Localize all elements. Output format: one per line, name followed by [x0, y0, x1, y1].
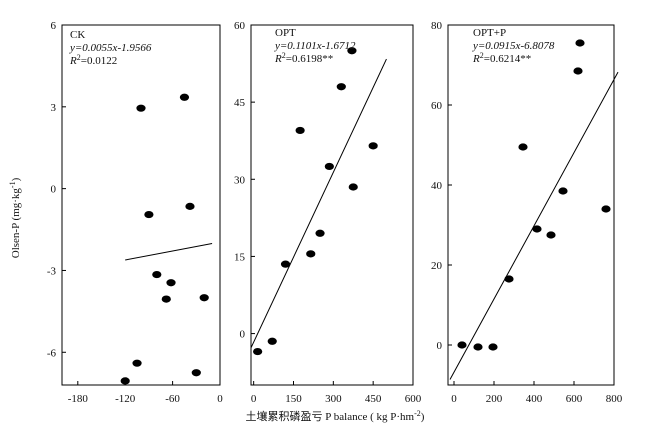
x-axis-title: 土壤累积磷盈亏 P balance ( kg P·hm-2): [246, 409, 425, 424]
panel-ck-fit-line: [125, 243, 213, 261]
panel-ck-xtick-label-3: 0: [217, 393, 223, 405]
panel-opt-xtick-label-2: 300: [325, 393, 342, 405]
panel-opt-p-point-6: [546, 231, 556, 239]
panel-opt-p-ytick-label-3: 60: [431, 100, 443, 112]
panel-opt-p-point-2: [488, 343, 498, 351]
panel-ck-point-7: [199, 294, 209, 302]
panel-opt-point-7: [336, 83, 346, 91]
panel-opt-p-points: [457, 39, 611, 351]
panel-opt-p-point-1: [473, 343, 483, 351]
panel-ck-frame: [61, 24, 221, 386]
panel-ck-point-3: [144, 210, 154, 219]
panel-opt-point-0: [253, 347, 263, 356]
panel-opt-point-3: [306, 250, 316, 258]
panel-opt-p: 0 200 400 600 800 0 20 40 60 80 OPT+P y=0.0915x-6…: [431, 20, 623, 405]
panel-opt-p-frame: [447, 24, 615, 386]
panel-opt-ytick-label-1: 15: [234, 251, 246, 263]
panel-opt-p-point-4: [518, 143, 528, 151]
panel-opt-point-9: [347, 47, 357, 55]
panel-opt-point-2: [280, 260, 291, 268]
panel-opt-p-xtick-label-3: 600: [566, 393, 583, 405]
panel-ck-ticks: -180 -120 -60 0 -6 -3 0 3 6: [47, 20, 223, 405]
panel-opt-point-6: [295, 126, 305, 135]
panel-opt-p-ytick-label-2: 40: [431, 180, 443, 192]
panel-opt-p-point-3: [504, 275, 514, 283]
panel-opt-p-point-5: [532, 225, 542, 233]
panel-opt-p-xtick-label-2: 400: [526, 393, 543, 405]
panel-ck-ytick-label-1: -3: [47, 265, 57, 277]
panel-opt-p-ytick-label-0: 0: [437, 340, 443, 352]
panel-ck-point-4: [152, 270, 162, 279]
panel-opt-fit-line: [250, 58, 387, 349]
panel-opt-frame: [250, 24, 414, 386]
panel-opt-point-5: [324, 162, 334, 171]
panel-opt-p-fit-line: [449, 71, 619, 380]
panel-opt-label: OPT: [275, 27, 296, 39]
panel-opt-p-ytick-label-1: 20: [431, 260, 443, 272]
panel-ck-ytick-label-3: 3: [51, 102, 57, 114]
panel-opt-ticks: 0 150 300 450 600 0 15 30 45 60: [234, 20, 422, 405]
panel-opt-ytick-label-4: 60: [234, 20, 246, 32]
panel-ck-point-6: [161, 295, 171, 303]
panel-opt-p-xtick-label-0: 0: [451, 393, 457, 405]
panel-opt-xtick-label-4: 600: [405, 393, 422, 405]
panel-opt-p-label: OPT+P: [473, 27, 506, 39]
panel-opt-p-r2: R2=0.6214**: [472, 51, 531, 66]
panel-opt-points: [253, 47, 378, 356]
panel-opt-xtick-label-1: 150: [285, 393, 302, 405]
panel-ck-point-0: [136, 104, 146, 112]
panel-opt-ytick-label-2: 30: [234, 174, 246, 186]
panel-opt-p-point-9: [575, 39, 585, 47]
panel-opt-p-point-10: [601, 205, 611, 213]
panel-ck-ytick-label-0: -6: [47, 347, 57, 359]
panel-opt-p-point-7: [558, 187, 568, 195]
panel-ck-point-8: [132, 359, 142, 367]
panel-ck-point-1: [179, 93, 190, 101]
panel-ck-points: [120, 93, 209, 385]
panel-opt-ytick-label-3: 45: [234, 97, 246, 109]
panel-ck-equation: y=0.0055x-1.9566: [69, 42, 152, 54]
y-axis-title: Olsen-P (mg·kg-1): [8, 177, 23, 258]
panel-ck-ytick-label-2: 0: [51, 184, 57, 196]
panel-ck-point-10: [191, 369, 201, 377]
panel-opt-p-point-0: [457, 341, 467, 349]
panel-opt-p-xtick-label-4: 800: [606, 393, 623, 405]
panel-ck-r2: R2=0.0122: [69, 53, 117, 68]
panel-ck-point-9: [120, 377, 130, 385]
panel-opt-point-4: [315, 229, 325, 237]
panel-opt-point-1: [267, 337, 277, 345]
panel-opt: 0 150 300 450 600 0 15 30 45 60 OPT y=0.1101x-1.6…: [234, 20, 422, 405]
panel-ck-point-5: [166, 279, 176, 287]
panel-ck-label: CK: [70, 29, 85, 41]
panel-opt-p-xtick-label-1: 200: [486, 393, 503, 405]
panel-ck-point-2: [185, 202, 195, 210]
panel-opt-ytick-label-0: 0: [240, 329, 246, 341]
panel-opt-r2: R2=0.6198**: [274, 51, 333, 66]
panel-ck-xtick-label-0: -180: [68, 393, 89, 405]
panel-opt-equation: y=0.1101x-1.6712: [274, 40, 356, 52]
panel-ck-ytick-label-4: 6: [51, 20, 57, 32]
panel-opt-point-8: [348, 183, 358, 191]
panel-opt-xtick-label-0: 0: [251, 393, 257, 405]
panel-opt-p-equation: y=0.0915x-6.8078: [472, 40, 555, 52]
panel-opt-p-point-8: [573, 67, 583, 75]
panel-opt-p-ytick-label-4: 80: [431, 20, 443, 32]
panel-opt-xtick-label-3: 450: [365, 393, 382, 405]
panel-ck-xtick-label-2: -60: [165, 393, 180, 405]
panel-opt-point-10: [368, 142, 378, 150]
panel-opt-p-ticks: 0 200 400 600 800 0 20 40 60 80: [431, 20, 623, 405]
panel-ck-xtick-label-1: -120: [115, 393, 136, 405]
